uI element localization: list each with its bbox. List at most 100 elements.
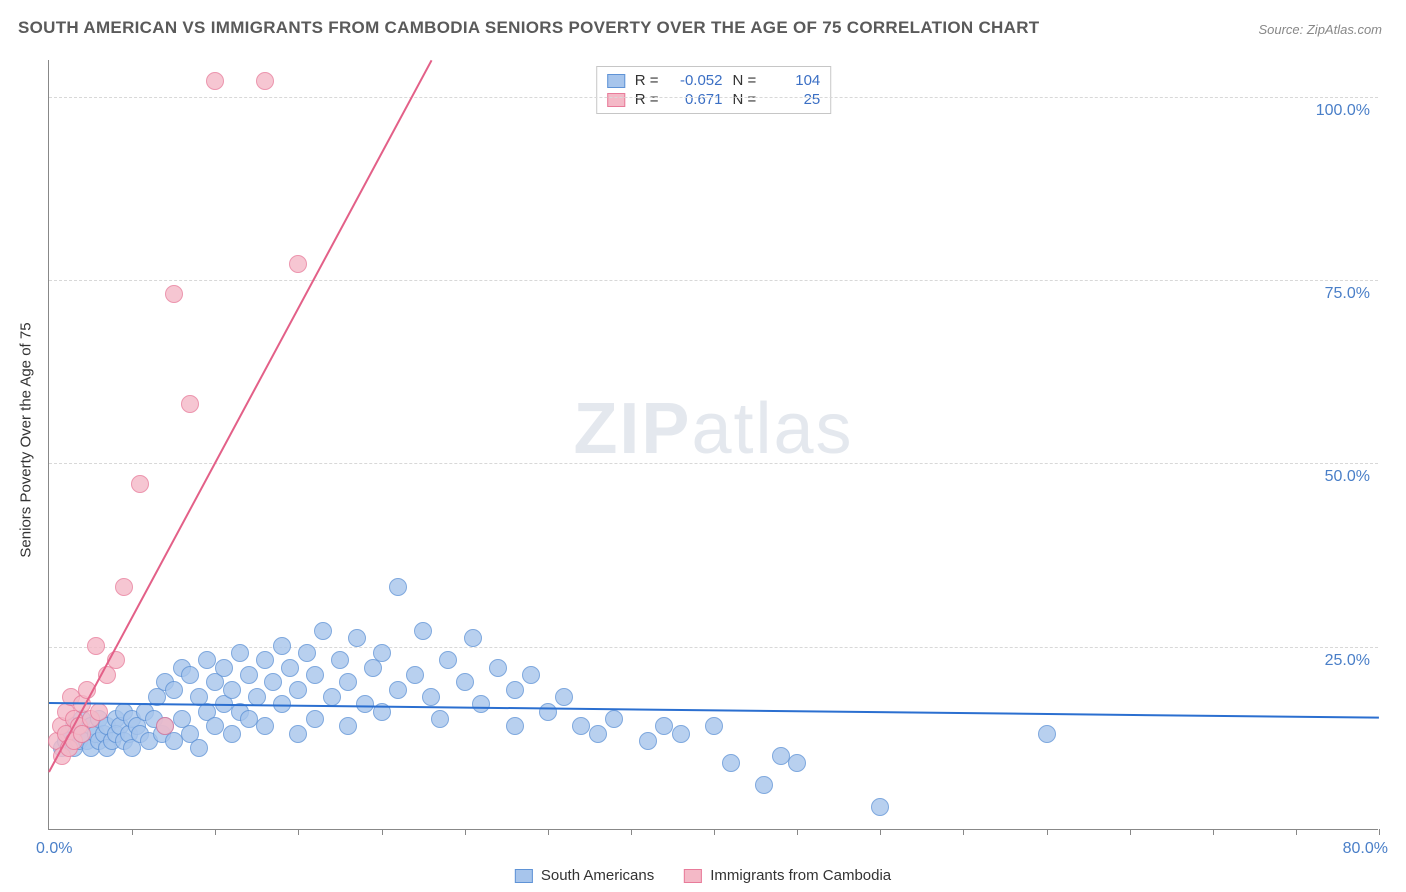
- x-tick: [880, 829, 881, 835]
- n-value-1: 25: [766, 91, 820, 108]
- point-south-american: [339, 673, 357, 691]
- point-cambodia: [115, 578, 133, 596]
- y-tick-label: 75.0%: [1325, 285, 1370, 303]
- point-south-american: [414, 622, 432, 640]
- r-value-1: 0.671: [669, 91, 723, 108]
- point-south-american: [256, 651, 274, 669]
- point-south-american: [314, 622, 332, 640]
- y-axis-label: Seniors Poverty Over the Age of 75: [18, 322, 35, 557]
- point-south-american: [289, 725, 307, 743]
- gridline: [49, 280, 1378, 281]
- n-label-1: N =: [733, 91, 757, 108]
- swatch-blue: [607, 74, 625, 88]
- point-south-american: [871, 798, 889, 816]
- legend-item-1: Immigrants from Cambodia: [684, 867, 891, 884]
- point-cambodia: [90, 703, 108, 721]
- point-south-american: [722, 754, 740, 772]
- point-south-american: [215, 659, 233, 677]
- legend-label-0: South Americans: [541, 867, 654, 884]
- x-tick: [963, 829, 964, 835]
- point-south-american: [223, 681, 241, 699]
- legend-swatch-pink: [684, 869, 702, 883]
- source-label: Source: ZipAtlas.com: [1258, 22, 1382, 37]
- stats-row-1: R = 0.671 N = 25: [607, 90, 821, 109]
- x-tick: [1296, 829, 1297, 835]
- point-south-american: [256, 717, 274, 735]
- point-south-american: [181, 666, 199, 684]
- y-tick-label: 25.0%: [1325, 652, 1370, 670]
- point-south-american: [439, 651, 457, 669]
- point-south-american: [223, 725, 241, 743]
- point-south-american: [672, 725, 690, 743]
- point-south-american: [306, 710, 324, 728]
- point-south-american: [240, 666, 258, 684]
- point-cambodia: [156, 717, 174, 735]
- point-cambodia: [289, 255, 307, 273]
- stats-row-0: R = -0.052 N = 104: [607, 71, 821, 90]
- point-south-american: [356, 695, 374, 713]
- point-south-american: [522, 666, 540, 684]
- point-south-american: [231, 644, 249, 662]
- r-label-0: R =: [635, 72, 659, 89]
- point-cambodia: [181, 395, 199, 413]
- x-tick: [1130, 829, 1131, 835]
- point-south-american: [422, 688, 440, 706]
- point-south-american: [506, 717, 524, 735]
- point-south-american: [281, 659, 299, 677]
- x-tick: [465, 829, 466, 835]
- point-cambodia: [256, 72, 274, 90]
- point-south-american: [456, 673, 474, 691]
- x-tick: [382, 829, 383, 835]
- y-tick-label: 50.0%: [1325, 468, 1370, 486]
- x-tick: [215, 829, 216, 835]
- point-south-american: [431, 710, 449, 728]
- point-south-american: [755, 776, 773, 794]
- point-south-american: [165, 681, 183, 699]
- point-south-american: [772, 747, 790, 765]
- point-cambodia: [131, 475, 149, 493]
- n-label-0: N =: [733, 72, 757, 89]
- x-tick: [548, 829, 549, 835]
- gridline: [49, 647, 1378, 648]
- point-south-american: [555, 688, 573, 706]
- x-tick: [298, 829, 299, 835]
- point-south-american: [206, 717, 224, 735]
- swatch-pink: [607, 93, 625, 107]
- legend-swatch-blue: [515, 869, 533, 883]
- stats-legend: R = -0.052 N = 104 R = 0.671 N = 25: [596, 66, 832, 114]
- watermark-zip: ZIP: [573, 389, 691, 469]
- point-south-american: [464, 629, 482, 647]
- r-value-0: -0.052: [669, 72, 723, 89]
- legend-label-1: Immigrants from Cambodia: [710, 867, 891, 884]
- x-tick: [797, 829, 798, 835]
- gridline: [49, 463, 1378, 464]
- point-south-american: [331, 651, 349, 669]
- point-south-american: [289, 681, 307, 699]
- n-value-0: 104: [766, 72, 820, 89]
- point-cambodia: [165, 285, 183, 303]
- point-south-american: [506, 681, 524, 699]
- point-south-american: [389, 681, 407, 699]
- x-tick: [1047, 829, 1048, 835]
- point-south-american: [639, 732, 657, 750]
- point-south-american: [240, 710, 258, 728]
- point-south-american: [1038, 725, 1056, 743]
- point-south-american: [306, 666, 324, 684]
- point-south-american: [406, 666, 424, 684]
- point-south-american: [348, 629, 366, 647]
- point-south-american: [373, 644, 391, 662]
- point-south-american: [489, 659, 507, 677]
- point-south-american: [605, 710, 623, 728]
- r-label-1: R =: [635, 91, 659, 108]
- point-south-american: [323, 688, 341, 706]
- x-tick: [1213, 829, 1214, 835]
- point-south-american: [198, 651, 216, 669]
- x-origin-label: 0.0%: [36, 840, 72, 858]
- point-south-american: [788, 754, 806, 772]
- point-south-american: [655, 717, 673, 735]
- x-tick: [1379, 829, 1380, 835]
- x-tick: [631, 829, 632, 835]
- point-cambodia: [206, 72, 224, 90]
- point-south-american: [539, 703, 557, 721]
- point-cambodia: [87, 637, 105, 655]
